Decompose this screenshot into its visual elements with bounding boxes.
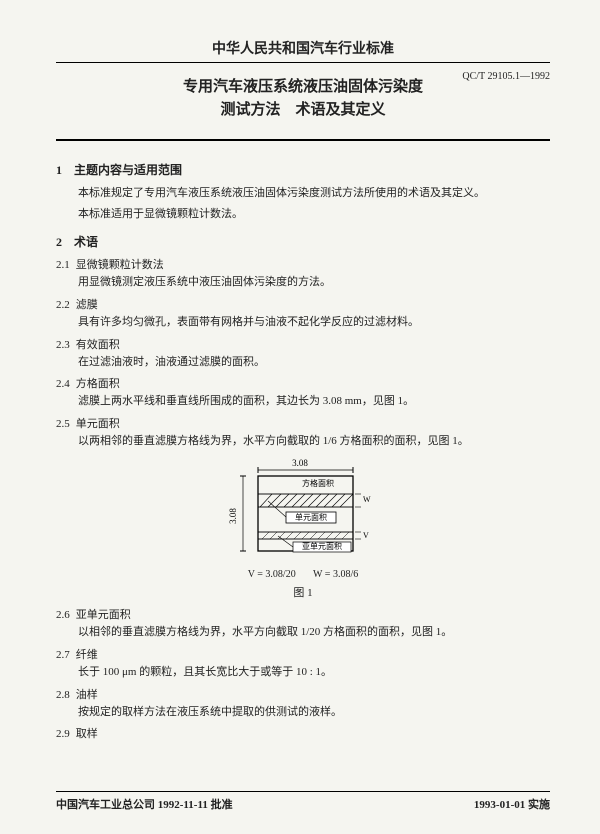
term-2-8: 2.8 油样	[56, 686, 550, 702]
term-2-3-title: 有效面积	[76, 339, 120, 351]
term-2-2-title: 滤膜	[76, 299, 98, 311]
section-1-p1: 本标准规定了专用汽车液压系统液压油固体污染度测试方法所使用的术语及其定义。	[56, 184, 550, 203]
divider-thick	[56, 139, 550, 141]
document-title: 专用汽车液压系统液压油固体污染度 测试方法 术语及其定义	[56, 76, 550, 121]
footer-effective: 1993-01-01 实施	[474, 796, 550, 812]
term-2-6-title: 亚单元面积	[76, 609, 131, 621]
term-2-8-title: 油样	[76, 689, 98, 701]
term-2-1-title: 显微镜颗粒计数法	[76, 259, 164, 271]
term-2-2: 2.2 滤膜	[56, 296, 550, 312]
section-1-title: 主题内容与适用范围	[74, 163, 182, 177]
term-2-7-title: 纤维	[76, 649, 98, 661]
term-2-4: 2.4 方格面积	[56, 375, 550, 391]
figure-caption: 图 1	[56, 584, 550, 600]
standard-header: 中华人民共和国汽车行业标准	[56, 38, 550, 58]
figure-equations: V = 3.08/20 W = 3.08/6	[56, 569, 550, 580]
fig-v-mark: V	[363, 531, 369, 540]
term-2-1-num: 2.1	[56, 259, 70, 271]
term-2-6: 2.6 亚单元面积	[56, 606, 550, 622]
term-2-7-num: 2.7	[56, 649, 70, 661]
term-2-3: 2.3 有效面积	[56, 336, 550, 352]
term-2-5: 2.5 单元面积	[56, 415, 550, 431]
term-2-6-num: 2.6	[56, 609, 70, 621]
fig-dim-left: 3.08	[228, 508, 238, 524]
term-2-4-title: 方格面积	[76, 378, 120, 390]
fig-w-mark: W	[363, 495, 371, 504]
figure-1-svg: 3.08 3.08 单元面积 亚单元面	[218, 456, 388, 566]
section-1-num: 1	[56, 163, 62, 177]
term-2-3-body: 在过滤油液时，油液通过滤膜的面积。	[56, 354, 550, 372]
term-2-8-num: 2.8	[56, 689, 70, 701]
section-2-heading: 2 术语	[56, 233, 550, 250]
term-2-9-num: 2.9	[56, 728, 70, 740]
fig-eq-v: V = 3.08/20	[248, 569, 296, 580]
term-2-9: 2.9 取样	[56, 725, 550, 741]
term-2-1: 2.1 显微镜颗粒计数法	[56, 256, 550, 272]
term-2-8-body: 按规定的取样方法在液压系统中提取的供测试的液样。	[56, 704, 550, 722]
term-2-5-title: 单元面积	[76, 418, 120, 430]
term-2-2-num: 2.2	[56, 299, 70, 311]
term-2-4-num: 2.4	[56, 378, 70, 390]
term-2-7-body: 长于 100 μm 的颗粒，且其长宽比大于或等于 10 : 1。	[56, 664, 550, 682]
term-2-1-body: 用显微镜测定液压系统中液压油固体污染度的方法。	[56, 274, 550, 292]
fig-lbl-grid: 方格面积	[302, 478, 334, 488]
term-2-5-body: 以两相邻的垂直滤膜方格线为界，水平方向截取的 1/6 方格面积的面积，见图 1。	[56, 433, 550, 451]
fig-lbl-subunit: 亚单元面积	[302, 541, 342, 551]
fig-eq-w: W = 3.08/6	[313, 569, 358, 580]
term-2-3-num: 2.3	[56, 339, 70, 351]
title-line-2: 测试方法 术语及其定义	[56, 99, 550, 122]
section-1-p2: 本标准适用于显微镜颗粒计数法。	[56, 205, 550, 224]
term-2-9-title: 取样	[76, 728, 98, 740]
term-2-7: 2.7 纤维	[56, 646, 550, 662]
term-2-6-body: 以相邻的垂直滤膜方格线为界，水平方向截取 1/20 方格面积的面积，见图 1。	[56, 624, 550, 642]
section-2-title: 术语	[74, 235, 98, 249]
figure-1: 3.08 3.08 单元面积 亚单元面	[56, 456, 550, 600]
term-2-5-num: 2.5	[56, 418, 70, 430]
fig-lbl-unit: 单元面积	[295, 512, 327, 522]
term-2-4-body: 滤膜上两水平线和垂直线所围成的面积，其边长为 3.08 mm，见图 1。	[56, 393, 550, 411]
term-2-2-body: 具有许多均匀微孔，表面带有网格并与油液不起化学反应的过滤材料。	[56, 314, 550, 332]
section-1-heading: 1 主题内容与适用范围	[56, 161, 550, 178]
divider	[56, 62, 550, 63]
fig-dim-top: 3.08	[292, 458, 308, 468]
footer-approval: 中国汽车工业总公司 1992-11-11 批准	[56, 796, 233, 812]
page-footer: 中国汽车工业总公司 1992-11-11 批准 1993-01-01 实施	[56, 791, 550, 812]
section-2-num: 2	[56, 235, 62, 249]
